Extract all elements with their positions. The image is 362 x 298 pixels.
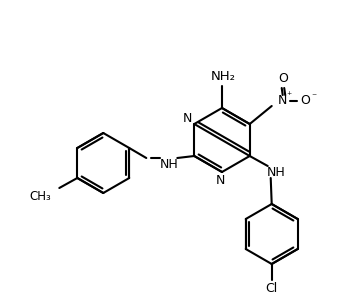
Text: ⁻: ⁻: [311, 92, 316, 102]
Text: NH₂: NH₂: [210, 71, 236, 83]
Text: N: N: [278, 94, 287, 108]
Text: Cl: Cl: [266, 282, 278, 294]
Text: N: N: [215, 173, 225, 187]
Text: NH: NH: [160, 159, 179, 172]
Text: CH₃: CH₃: [30, 190, 51, 203]
Text: O: O: [300, 94, 310, 108]
Text: NH: NH: [266, 165, 285, 179]
Text: O: O: [278, 72, 288, 86]
Text: N: N: [182, 113, 192, 125]
Text: ⁺: ⁺: [286, 91, 291, 101]
